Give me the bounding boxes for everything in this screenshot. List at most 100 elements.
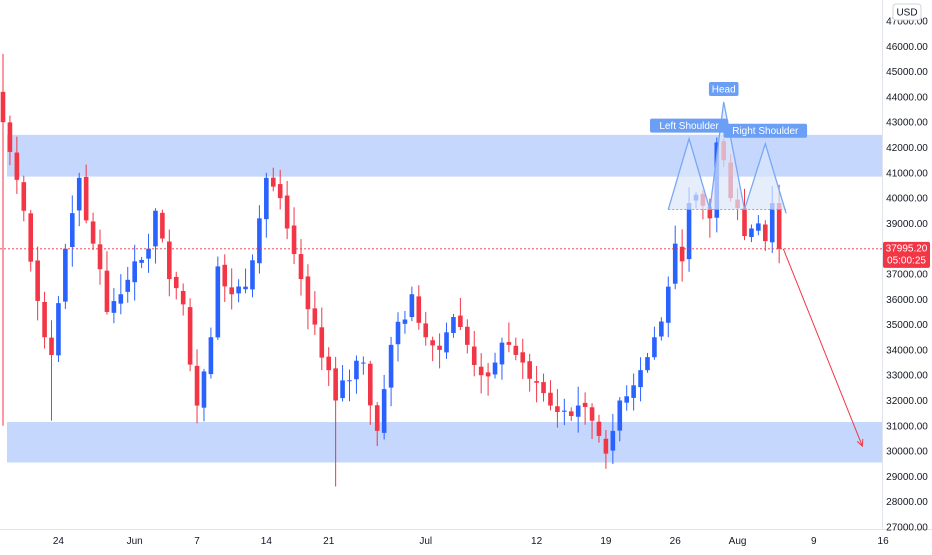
candle-97 — [672, 225, 678, 290]
pattern-label-2: Right Shoulder — [723, 123, 808, 138]
candle-2 — [14, 136, 20, 194]
pattern-outline — [667, 101, 787, 214]
projection-line — [782, 248, 863, 447]
price-tick-label: 37000.00 — [886, 270, 928, 281]
candle-33 — [229, 268, 234, 310]
candle-48 — [333, 356, 338, 487]
candle-6 — [42, 291, 47, 349]
candle-44 — [305, 264, 311, 330]
candle-9 — [63, 243, 68, 309]
candle-45 — [312, 291, 318, 335]
candle-110 — [763, 220, 768, 251]
last-price-value: 37995.20 — [886, 243, 928, 254]
price-tick-label: 39000.00 — [886, 219, 928, 230]
price-axis[interactable]: 27000.00 28000.00 29000.00 30000.00 31000.00… — [886, 17, 928, 534]
candle-71 — [492, 352, 498, 379]
candle-81 — [562, 398, 567, 426]
candle-83 — [575, 386, 581, 433]
candle-8 — [56, 295, 61, 363]
candle-47 — [326, 347, 332, 386]
candle-63 — [437, 333, 442, 369]
candle-82 — [568, 407, 574, 422]
candle-66 — [458, 297, 463, 331]
candle-22 — [153, 208, 158, 264]
candle-17 — [118, 274, 124, 315]
candle-75 — [520, 338, 526, 380]
candle-74 — [513, 337, 519, 361]
head-and-shoulders-pattern: Left Shoulder Head Right Shoulder — [649, 81, 808, 214]
candle-78 — [541, 373, 546, 402]
pattern-peak-1 — [709, 101, 745, 210]
candle-67 — [465, 319, 470, 354]
pattern-label-text: Right Shoulder — [732, 126, 799, 137]
candle-7 — [49, 320, 54, 421]
pattern-label-0: Left Shoulder — [649, 118, 729, 133]
price-tick-label: 33000.00 — [886, 371, 928, 382]
candle-1 — [7, 115, 13, 166]
candle-52 — [361, 356, 366, 375]
candle-92 — [638, 357, 643, 402]
time-tick-label: 12 — [531, 536, 543, 547]
candle-46 — [319, 307, 325, 370]
candle-23 — [160, 209, 165, 243]
bar-countdown: 05:00:25 — [887, 255, 926, 266]
projection-arrow — [782, 248, 864, 448]
price-tick-label: 44000.00 — [886, 92, 928, 103]
pattern-label-1: Head — [708, 81, 739, 96]
price-tick-label: 46000.00 — [886, 42, 928, 53]
time-tick-label: 19 — [600, 536, 612, 547]
candle-94 — [652, 326, 657, 360]
candle-84 — [582, 392, 588, 425]
candle-42 — [291, 207, 297, 264]
candle-21 — [146, 233, 151, 273]
projection-arrowhead — [856, 439, 864, 448]
pattern-label-text: Left Shoulder — [659, 121, 719, 132]
candle-32 — [222, 254, 228, 302]
price-tick-label: 42000.00 — [886, 143, 928, 154]
candle-24 — [167, 229, 172, 297]
pattern-label-text: Head — [712, 84, 736, 95]
candle-53 — [367, 360, 373, 425]
candle-35 — [243, 268, 248, 294]
candle-65 — [451, 313, 456, 338]
time-tick-label: 9 — [811, 536, 817, 547]
time-tick-label: Jun — [127, 536, 143, 547]
support-resistance-zones — [7, 134, 882, 463]
candle-12 — [83, 164, 89, 224]
currency-badge[interactable]: USD — [892, 3, 922, 21]
candle-16 — [111, 288, 117, 324]
candle-3 — [21, 175, 27, 222]
candle-107 — [742, 188, 747, 241]
time-tick-label: 26 — [670, 536, 682, 547]
candle-20 — [139, 256, 144, 269]
candle-11 — [76, 172, 82, 227]
pattern-peak-2 — [744, 143, 787, 210]
candle-108 — [749, 224, 754, 243]
candle-85 — [589, 403, 595, 440]
candle-26 — [180, 283, 186, 316]
candle-5 — [35, 246, 40, 321]
candle-93 — [645, 352, 650, 373]
price-tick-label: 28000.00 — [886, 497, 928, 508]
candle-38 — [264, 172, 269, 238]
candle-95 — [659, 317, 664, 341]
candle-72 — [499, 337, 505, 380]
price-tick-label: 40000.00 — [886, 194, 928, 205]
candle-25 — [173, 271, 179, 300]
candle-109 — [756, 215, 761, 236]
candle-0 — [0, 53, 6, 426]
time-axis[interactable]: 24 Jun 7 14 21 Jul 12 19 26 Aug 9 16 — [53, 536, 889, 547]
price-tick-label: 30000.00 — [886, 447, 928, 458]
price-tick-label: 35000.00 — [886, 320, 928, 331]
time-tick-label: Aug — [729, 536, 747, 547]
candle-62 — [430, 336, 435, 362]
time-tick-label: 7 — [194, 536, 200, 547]
candle-41 — [284, 180, 290, 240]
candle-31 — [215, 256, 221, 341]
candle-19 — [132, 244, 137, 301]
price-tick-label: 34000.00 — [886, 345, 928, 356]
candle-34 — [236, 279, 241, 303]
candle-49 — [340, 365, 345, 402]
